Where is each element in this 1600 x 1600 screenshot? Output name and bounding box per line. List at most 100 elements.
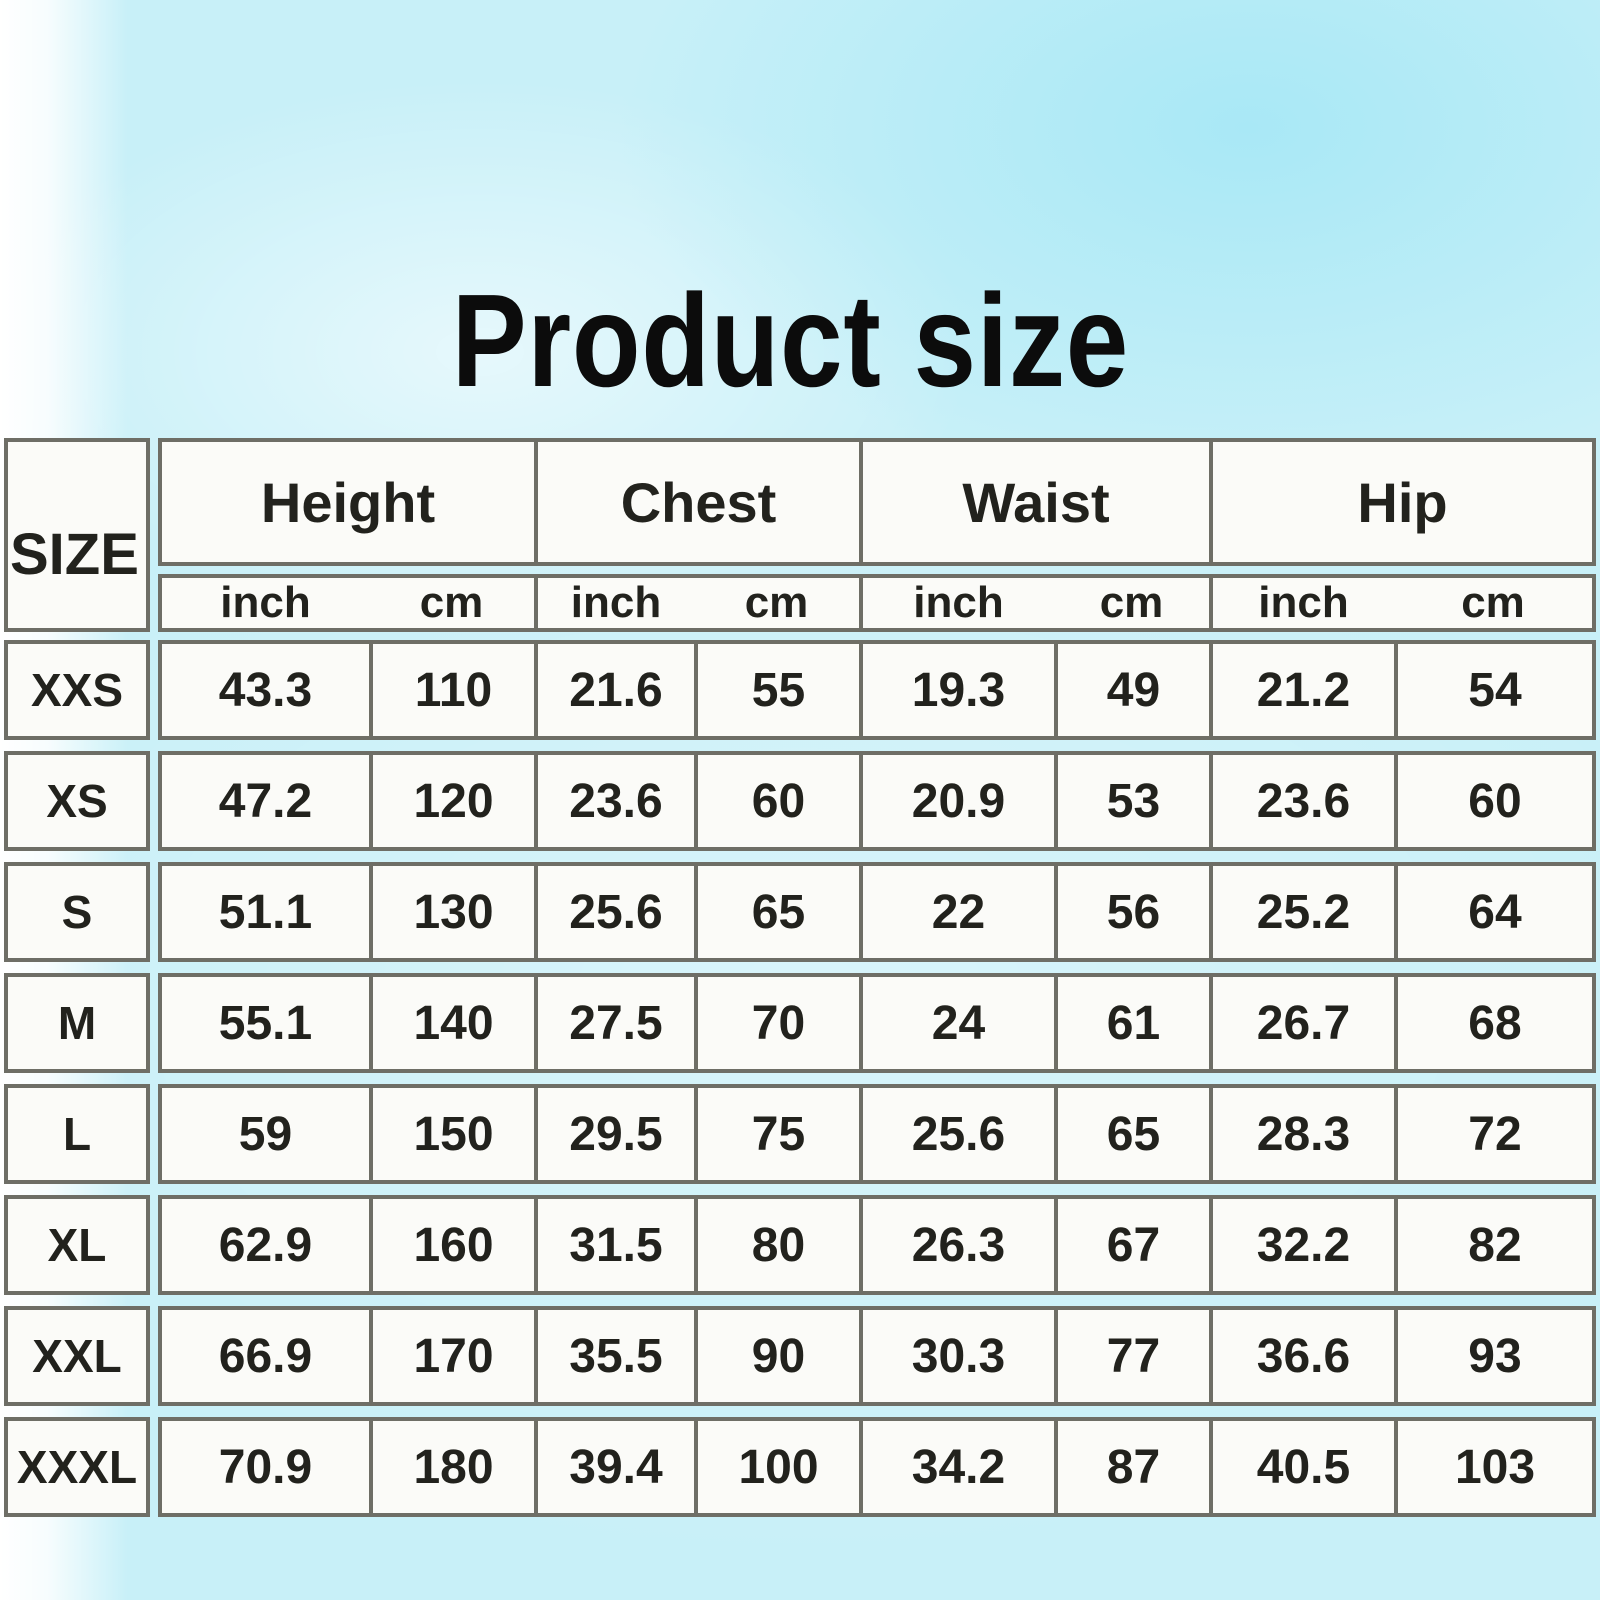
table-cell: 21.2 xyxy=(1209,644,1394,736)
unit-cell-height-cm: cm xyxy=(419,578,484,627)
table-cell: 21.6 xyxy=(534,644,694,736)
table-cell: 36.6 xyxy=(1209,1310,1394,1402)
table-cell: 120 xyxy=(369,755,534,847)
table-cell: 150 xyxy=(369,1088,534,1180)
table-cell: 35.5 xyxy=(534,1310,694,1402)
page-title: Product size xyxy=(0,255,1580,425)
table-cell: 39.4 xyxy=(534,1421,694,1513)
page-title-text: Product size xyxy=(451,266,1129,414)
table-cell: 170 xyxy=(369,1310,534,1402)
header-cell-hip: Hip xyxy=(1209,442,1592,562)
unit-cell-hip-cm: cm xyxy=(1461,578,1525,627)
table-cell: 160 xyxy=(369,1199,534,1291)
table-cell: 59 xyxy=(238,1107,293,1161)
table-cell: 22 xyxy=(859,866,1054,958)
table-cell: 65 xyxy=(1054,1088,1209,1180)
size-row-label-xxs: XXS xyxy=(4,640,150,740)
size-row-label-xxxl: XXXL xyxy=(4,1417,150,1517)
table-cell: 80 xyxy=(694,1199,859,1291)
unit-cell-waist-cm: cm xyxy=(1099,578,1164,627)
table-cell: 66.9 xyxy=(218,1329,313,1383)
table-cell: 30.3 xyxy=(859,1310,1054,1402)
table-cell: 87 xyxy=(1054,1421,1209,1513)
table-cell: 47.2 xyxy=(218,774,313,828)
size-row-label-xl: XL xyxy=(4,1195,150,1295)
table-cell: 82 xyxy=(1394,1199,1592,1291)
unit-cell-chest-inch: inch xyxy=(534,578,694,628)
table-cell: 20.9 xyxy=(859,755,1054,847)
table-cell: 72 xyxy=(1394,1088,1592,1180)
table-cell: 60 xyxy=(694,755,859,847)
size-row-label-l: L xyxy=(4,1084,150,1184)
table-cell: 51.1 xyxy=(218,885,313,939)
unit-cell-chest-cm: cm xyxy=(744,578,809,627)
table-cell: 55 xyxy=(694,644,859,736)
table-cell: 34.2 xyxy=(859,1421,1054,1513)
size-column-header: SIZE xyxy=(4,438,150,632)
table-cell: 53 xyxy=(1054,755,1209,847)
table-cell: 65 xyxy=(694,866,859,958)
table-row-xs: 47.2 120 23.6 60 20.9 53 23.6 60 xyxy=(158,751,1596,851)
table-cell: 19.3 xyxy=(859,644,1054,736)
table-cell: 23.6 xyxy=(1209,755,1394,847)
size-row-label-xxl: XXL xyxy=(4,1306,150,1406)
table-cell: 31.5 xyxy=(534,1199,694,1291)
table-row-xxl: 66.9 170 35.5 90 30.3 77 36.6 93 xyxy=(158,1306,1596,1406)
table-cell: 60 xyxy=(1394,755,1592,847)
table-cell: 55.1 xyxy=(218,996,313,1050)
table-cell: 61 xyxy=(1054,977,1209,1069)
table-row-xxxl: 70.9 180 39.4 100 34.2 87 40.5 103 xyxy=(158,1417,1596,1517)
table-cell: 43.3 xyxy=(218,663,313,717)
table-cell: 23.6 xyxy=(534,755,694,847)
table-cell: 54 xyxy=(1394,644,1592,736)
table-cell: 68 xyxy=(1394,977,1592,1069)
table-cell: 49 xyxy=(1054,644,1209,736)
size-row-label-m: M xyxy=(4,973,150,1073)
table-row-s: 51.1 130 25.6 65 22 56 25.2 64 xyxy=(158,862,1596,962)
table-cell: 26.3 xyxy=(859,1199,1054,1291)
table-cell: 67 xyxy=(1054,1199,1209,1291)
header-cell-height: Height xyxy=(260,470,436,534)
table-cell: 25.6 xyxy=(534,866,694,958)
table-cell: 27.5 xyxy=(534,977,694,1069)
table-cell: 93 xyxy=(1394,1310,1592,1402)
table-cell: 77 xyxy=(1054,1310,1209,1402)
unit-cell-hip-inch: inch xyxy=(1209,578,1394,628)
table-cell: 62.9 xyxy=(218,1218,313,1272)
table-cell: 28.3 xyxy=(1209,1088,1394,1180)
table-row-l: 59 150 29.5 75 25.6 65 28.3 72 xyxy=(158,1084,1596,1184)
table-row-m: 55.1 140 27.5 70 24 61 26.7 68 xyxy=(158,973,1596,1073)
table-cell: 25.6 xyxy=(859,1088,1054,1180)
table-cell: 64 xyxy=(1394,866,1592,958)
table-cell: 32.2 xyxy=(1209,1199,1394,1291)
size-column: SIZE XXS XS S M L XL XXL XXXL xyxy=(4,438,150,1528)
table-cell: 70 xyxy=(694,977,859,1069)
table-cell: 56 xyxy=(1054,866,1209,958)
table-cell: 24 xyxy=(859,977,1054,1069)
table-cell: 29.5 xyxy=(534,1088,694,1180)
unit-header-row: inch cm inch cm inch cm inch cm xyxy=(158,574,1596,632)
table-cell: 130 xyxy=(369,866,534,958)
size-column-header-label: SIZE xyxy=(10,522,139,587)
table-cell: 25.2 xyxy=(1209,866,1394,958)
table-cell: 103 xyxy=(1394,1421,1592,1513)
measurements-grid: Height Chest Waist Hip inch cm inch cm i… xyxy=(158,438,1596,1528)
unit-cell-waist-inch: inch xyxy=(859,578,1054,628)
table-row-xxs: 43.3 110 21.6 55 19.3 49 21.2 54 xyxy=(158,640,1596,740)
size-row-label-s: S xyxy=(4,862,150,962)
table-cell: 75 xyxy=(694,1088,859,1180)
header-cell-waist: Waist xyxy=(859,442,1209,562)
measure-header-row: Height Chest Waist Hip xyxy=(158,438,1596,566)
unit-cell-height-inch: inch xyxy=(220,578,311,627)
table-cell: 110 xyxy=(369,644,534,736)
table-cell: 40.5 xyxy=(1209,1421,1394,1513)
header-cell-chest: Chest xyxy=(534,442,859,562)
size-row-label-xs: XS xyxy=(4,751,150,851)
table-cell: 26.7 xyxy=(1209,977,1394,1069)
table-cell: 90 xyxy=(694,1310,859,1402)
table-row-xl: 62.9 160 31.5 80 26.3 67 32.2 82 xyxy=(158,1195,1596,1295)
table-cell: 180 xyxy=(369,1421,534,1513)
table-cell: 140 xyxy=(369,977,534,1069)
table-cell: 100 xyxy=(694,1421,859,1513)
